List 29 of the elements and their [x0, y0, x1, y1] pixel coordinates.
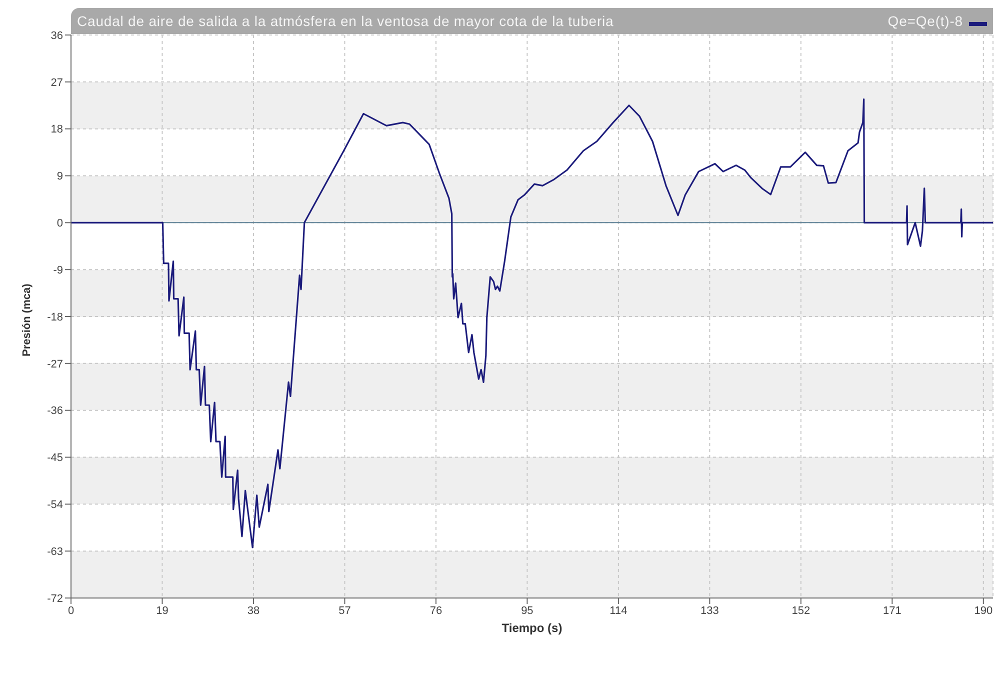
y-tick-label: 0 — [56, 218, 63, 230]
x-tick-label: 133 — [700, 604, 719, 617]
y-axis-title: Presión (mca) — [20, 283, 33, 356]
y-tick-label: -9 — [53, 264, 63, 276]
x-tick-label: 19 — [156, 604, 168, 617]
x-tick-label: 171 — [882, 604, 902, 617]
y-tick-label: -63 — [47, 546, 63, 558]
x-tick-label: 0 — [68, 604, 74, 617]
y-tick-label: -27 — [47, 358, 63, 370]
y-tick-label: 9 — [56, 170, 63, 183]
y-tick-label: -72 — [47, 592, 63, 605]
chart-title: Caudal de aire de salida a la atmósfera en la ventosa de mayor cota de la tuberia — [77, 13, 614, 29]
x-tick-label: 190 — [974, 604, 993, 617]
y-tick-label: 27 — [50, 76, 63, 89]
x-tick-label: 95 — [521, 604, 534, 617]
x-tick-label: 76 — [430, 604, 442, 617]
y-tick-label: -54 — [47, 499, 63, 512]
x-tick-label: 57 — [338, 604, 351, 617]
x-tick-label: 38 — [247, 604, 260, 617]
y-tick-label: -45 — [47, 452, 63, 464]
y-tick-label: -18 — [47, 311, 63, 324]
x-axis-title: Tiempo (s) — [502, 621, 562, 635]
y-tick-label: -36 — [47, 405, 63, 418]
x-tick-label: 152 — [792, 604, 810, 617]
legend-label: Qe=Qe(t)-8 — [888, 13, 963, 29]
y-tick-label: 36 — [50, 30, 63, 42]
line-series — [71, 98, 993, 548]
x-tick-label: 114 — [610, 604, 628, 617]
y-tick-label: 18 — [50, 124, 63, 136]
